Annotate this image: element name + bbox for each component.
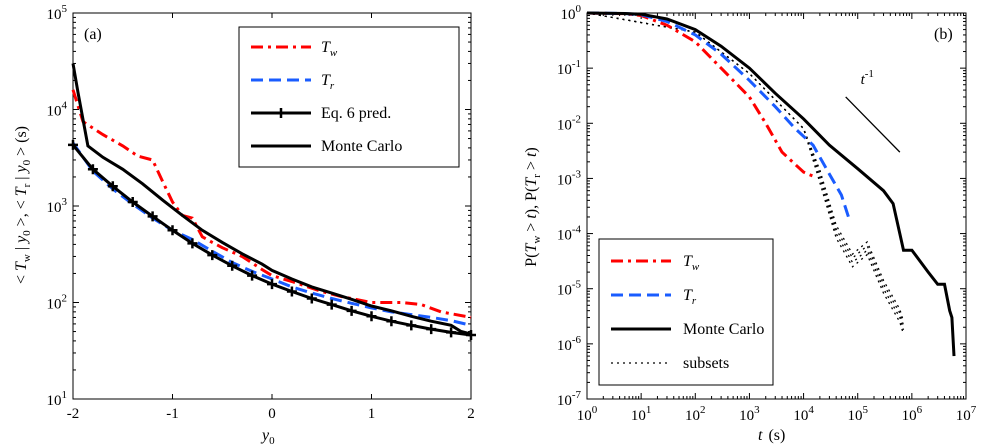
marker-a-eq6	[446, 327, 457, 338]
y-tick-label-b: 100	[561, 3, 582, 23]
y-tick-label-b: 10-6	[557, 334, 582, 354]
x-axis-var-b: t	[758, 427, 763, 444]
marker-a-eq6	[406, 320, 417, 331]
legend-marker-a	[276, 108, 286, 118]
x-tick-label-b: 102	[685, 404, 706, 424]
x-tick-label-a: 2	[467, 406, 475, 422]
y-tick-label-b: 10-4	[557, 224, 582, 244]
legend-b: Tw Tr Monte Carlo subsets	[598, 238, 774, 386]
y-tick-label-b: 10-2	[557, 113, 581, 133]
marker-a-eq6	[127, 197, 138, 208]
marker-a-eq6	[87, 164, 98, 175]
x-axis-label-a: y0	[260, 427, 275, 446]
x-tick-label-b: 100	[577, 404, 598, 424]
marker-a-eq6	[267, 279, 277, 290]
y-tick-label-a: 101	[47, 389, 68, 409]
x-axis-label-b: t (s)	[758, 427, 785, 444]
y-tick-label-b: 10-7	[557, 389, 582, 409]
marker-a-eq6	[187, 238, 198, 249]
marker-a-eq6	[366, 311, 377, 322]
legend-label-a-mc: Monte Carlo	[321, 138, 402, 155]
series-line-b-subsets	[586, 12, 905, 335]
legend-label-b-Tw: Tw	[683, 253, 700, 273]
x-tick-label-b: 107	[956, 404, 977, 424]
x-axis-unit-b: (s)	[768, 427, 785, 444]
y-axis-label-b: P(Tw > t), P(Tr > t)	[523, 147, 543, 267]
slope-line	[845, 96, 901, 153]
axis-ticks-a: -2 -1 0 1 2 101 102 103 104 105	[47, 3, 475, 422]
marker-a-eq6	[346, 305, 357, 316]
chart-panel-b: 100 101 102 103 104 105 106 107 10-7 10-6 10-5 10-4…	[523, 3, 977, 444]
marker-a-eq6	[167, 225, 178, 236]
x-tick-label-b: 101	[631, 404, 652, 424]
marker-a-eq6	[286, 286, 297, 297]
panel-label-b: (b)	[934, 26, 953, 43]
x-tick-label-a: -2	[67, 406, 80, 422]
series-line-b-subsets	[586, 12, 905, 326]
marker-a-eq6	[326, 299, 337, 310]
y-tick-label-b: 10-5	[557, 279, 582, 299]
legend-label-a-Tw: Tw	[321, 39, 338, 59]
series-group-a	[68, 63, 476, 341]
y-tick-label-a: 103	[47, 196, 68, 216]
x-tick-label-a: 1	[368, 406, 376, 422]
x-tick-label-b: 103	[739, 404, 760, 424]
legend-label-b-Tr: Tr	[683, 287, 697, 307]
legend-label-b-subsets: subsets	[683, 355, 729, 372]
series-line-a-mc	[71, 63, 472, 336]
series-line-a-Tw	[71, 89, 472, 319]
legend-label-a-eq6: Eq. 6 pred.	[321, 105, 391, 122]
y-tick-label-a: 102	[47, 293, 68, 313]
marker-a-eq6	[68, 139, 78, 150]
marker-a-eq6	[466, 330, 476, 341]
x-axis-var-a: y	[260, 427, 270, 444]
legend-box-a	[238, 26, 460, 168]
marker-a-eq6	[247, 270, 258, 281]
legend-label-b-mc: Monte Carlo	[683, 321, 764, 338]
marker-a-eq6	[207, 250, 218, 261]
series-line-b-mc	[586, 11, 956, 357]
x-tick-label-b: 105	[847, 404, 868, 424]
y-tick-label-b: 10-3	[557, 168, 582, 188]
marker-a-eq6	[426, 324, 437, 335]
panel-label-a: (a)	[84, 26, 102, 43]
marker-a-eq6	[227, 260, 238, 271]
legend-a: Tw Tr Eq. 6 pred. Monte Carlo	[238, 26, 460, 168]
chart-panel-a: -2 -1 0 1 2 101 102 103 104 105 (a) Tw Tr Eq. 6 pre…	[13, 3, 476, 446]
y-axis-label-a: < Tw | y0 >, < Tr | y0 > (s)	[13, 126, 33, 284]
x-tick-label-b: 104	[793, 404, 814, 424]
x-axis-sub-a: 0	[269, 435, 275, 446]
legend-box-b	[598, 238, 774, 386]
series-line-b-subsets	[586, 12, 905, 322]
slope-annotation: t-1	[845, 68, 901, 153]
marker-a-eq6	[107, 181, 118, 192]
series-group-b	[586, 11, 956, 357]
y-tick-label-a: 105	[47, 3, 68, 23]
legend-label-a-Tr: Tr	[321, 72, 335, 92]
y-tick-label-b: 10-1	[557, 58, 581, 78]
x-tick-label-a: 0	[268, 406, 276, 422]
x-tick-label-b: 106	[902, 404, 923, 424]
slope-label: t-1	[861, 68, 874, 88]
marker-a-eq6	[306, 293, 317, 304]
marker-a-eq6	[147, 211, 158, 222]
marker-a-eq6	[386, 316, 397, 327]
y-tick-label-a: 104	[47, 100, 68, 120]
x-tick-label-a: -1	[166, 406, 179, 422]
